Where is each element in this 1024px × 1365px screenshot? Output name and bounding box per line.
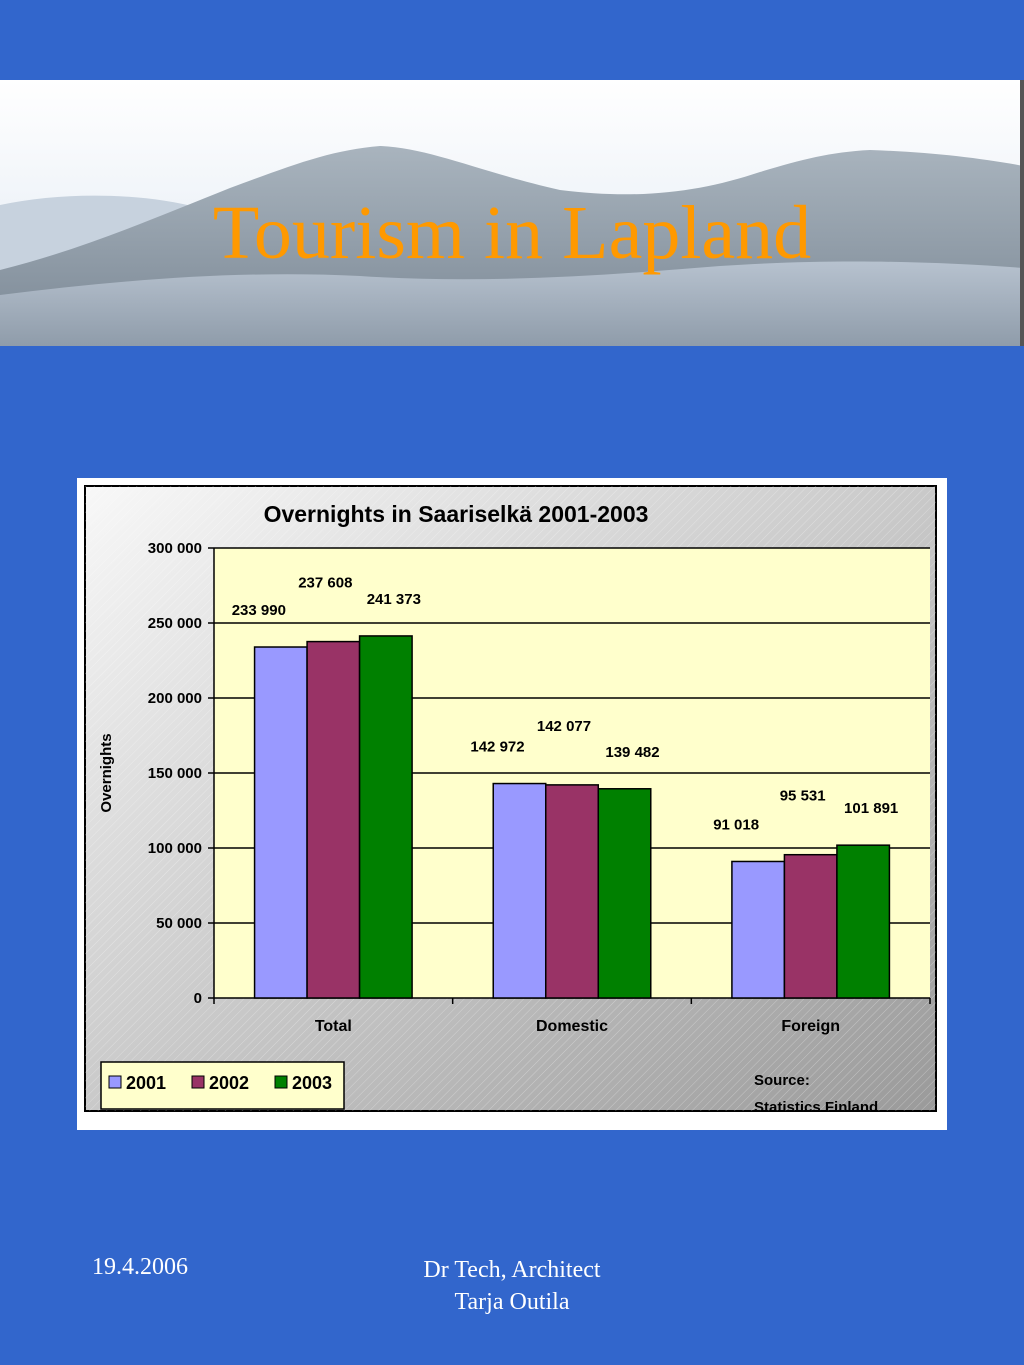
y-tick-label: 150 000 xyxy=(148,765,202,782)
y-tick-label: 300 000 xyxy=(148,540,202,557)
legend-swatch-2001 xyxy=(108,1075,122,1089)
overnights-bar-chart: 0 50 000 100 000 150 000 200 000 250 000 300 0… xyxy=(84,485,937,1116)
x-tick-label: Domestic xyxy=(536,1018,608,1035)
bar-2002-total xyxy=(306,640,361,999)
footer-date: 19.4.2006 xyxy=(92,1254,188,1280)
legend-label-2001: 2001 xyxy=(126,1073,166,1093)
bar-2001-domestic xyxy=(492,782,547,999)
footer-author: Dr Tech, Architect Tarja Outila xyxy=(362,1254,662,1318)
legend-swatch-2002 xyxy=(191,1075,205,1089)
chart-title: Overnights in Saariselkä 2001-2003 xyxy=(264,501,649,527)
data-label: 95 531 xyxy=(780,788,826,805)
y-tick-label: 200 000 xyxy=(148,690,202,707)
y-axis-label: Overnights xyxy=(98,733,115,812)
source-label: Source: xyxy=(754,1072,810,1089)
chart-frame: 0 50 000 100 000 150 000 200 000 250 000 300 0… xyxy=(77,478,947,1130)
data-label: 142 077 xyxy=(537,718,591,735)
bar-2002-domestic xyxy=(544,784,600,999)
data-label: 139 482 xyxy=(605,744,659,761)
y-tick-label: 0 xyxy=(194,990,202,1007)
footer-author-title: Dr Tech, Architect xyxy=(423,1257,601,1283)
data-label: 237 608 xyxy=(298,575,352,592)
y-tick-label: 100 000 xyxy=(148,840,202,857)
data-label: 241 373 xyxy=(367,591,421,608)
legend-box xyxy=(100,1061,345,1110)
data-label: 142 972 xyxy=(470,739,524,756)
legend-swatch-2003 xyxy=(274,1075,288,1089)
bar-2002-foreign xyxy=(783,853,838,999)
source-name: Statistics Finland xyxy=(754,1099,878,1116)
data-label: 101 891 xyxy=(844,800,898,817)
y-tick-label: 250 000 xyxy=(148,615,202,632)
legend-label-2002: 2002 xyxy=(209,1073,249,1093)
data-label: 91 018 xyxy=(713,816,759,833)
data-label: 233 990 xyxy=(232,602,286,619)
bar-2001-foreign xyxy=(731,860,786,999)
mountain-landscape-image xyxy=(0,80,1024,346)
y-tick-label: 50 000 xyxy=(156,915,202,932)
legend: 2001 2002 2003 xyxy=(100,1061,345,1110)
footer-author-name: Tarja Outila xyxy=(454,1289,570,1315)
legend-label-2003: 2003 xyxy=(292,1073,332,1093)
bar-2003-domestic xyxy=(597,788,652,999)
bar-2003-foreign xyxy=(836,844,891,999)
mountain-banner xyxy=(0,80,1024,346)
bar-2001-total xyxy=(253,646,308,999)
x-tick-label: Foreign xyxy=(781,1018,840,1035)
slide-title: Tourism in Lapland xyxy=(212,191,812,275)
bar-2003-total xyxy=(358,635,413,999)
x-tick-label: Total xyxy=(315,1018,352,1035)
